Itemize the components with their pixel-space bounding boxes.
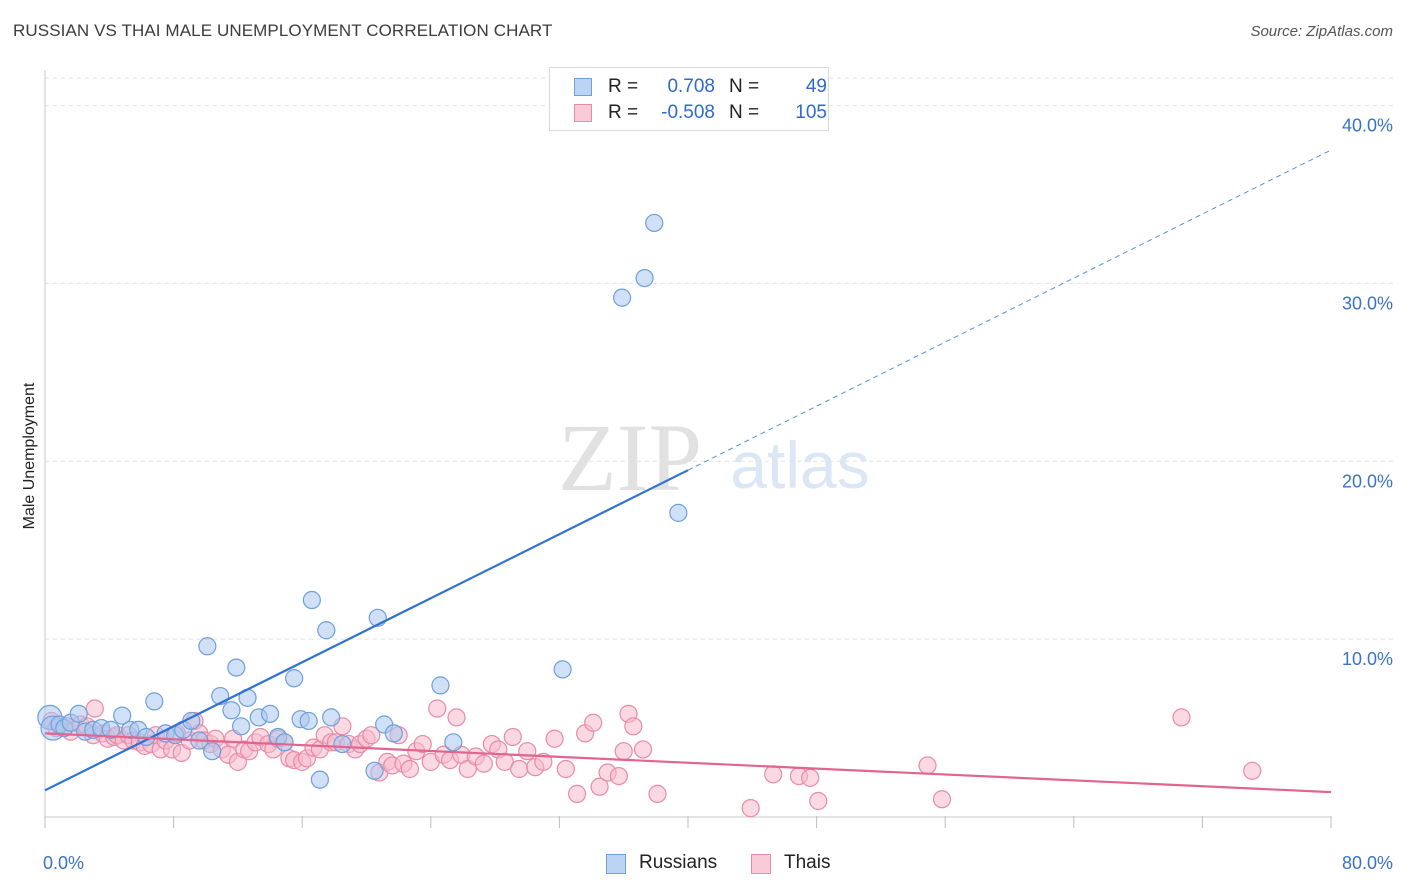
thais-point <box>85 699 104 718</box>
russians-point <box>384 724 403 743</box>
watermark: ZIP atlas <box>558 404 870 511</box>
y-tick-label: 10.0% <box>1342 649 1393 669</box>
russians-point <box>275 733 294 752</box>
russians-r-label: R = <box>608 76 639 97</box>
russians-r-value: 0.708 <box>667 76 715 97</box>
y-tick-label: 40.0% <box>1342 116 1393 136</box>
thais-point <box>474 754 493 773</box>
thais-swatch <box>574 104 592 122</box>
y-tick-label: 30.0% <box>1342 293 1393 313</box>
thais-point <box>428 699 447 718</box>
russians-point <box>317 621 336 640</box>
thais-point <box>918 756 937 775</box>
russians-legend-swatch <box>606 854 626 874</box>
russians-point <box>431 676 450 695</box>
thais-point <box>590 777 609 796</box>
thais-point <box>614 742 633 761</box>
russians-point <box>645 213 664 233</box>
source-label: Source: ZipAtlas.com <box>1250 23 1393 40</box>
russians-n-value: 49 <box>805 76 827 97</box>
russians-point <box>227 658 246 677</box>
grid-lines <box>45 77 1395 640</box>
russians-point <box>333 734 352 754</box>
thais-point <box>362 726 381 745</box>
thais-legend-swatch <box>751 854 771 874</box>
thais-point <box>624 717 643 736</box>
thais-point <box>400 759 420 779</box>
trend-lines <box>44 149 1332 794</box>
chart-title: RUSSIAN VS THAI MALE UNEMPLOYMENT CORREL… <box>13 21 553 40</box>
russians-point <box>198 637 217 656</box>
russians-point <box>302 590 321 610</box>
thais-point <box>556 759 575 779</box>
thais-series <box>42 699 1262 818</box>
thais-point <box>518 742 537 761</box>
thais-point <box>609 766 628 786</box>
thais-legend-label: Thais <box>784 852 831 873</box>
russians-point <box>203 742 222 761</box>
russians-point <box>145 692 164 711</box>
thais-point <box>1243 761 1262 780</box>
thais-r-value: -0.508 <box>661 102 715 123</box>
tick-labels: 10.0% 20.0% 30.0% 40.0% 0.0% 80.0% <box>43 116 1393 873</box>
thais-n-label: N = <box>729 102 760 123</box>
thais-point <box>534 752 553 771</box>
thais-r-label: R = <box>608 102 639 123</box>
russians-point <box>669 503 688 522</box>
thais-point <box>801 768 820 787</box>
correlation-legend: R = 0.708 N = 49 R = -0.508 N = 105 <box>549 67 829 131</box>
y-tick-label: 20.0% <box>1342 471 1393 491</box>
russians-series <box>37 213 688 789</box>
x-tick-label: 80.0% <box>1342 853 1393 873</box>
russians-point <box>612 288 632 307</box>
x-tick-label: 0.0% <box>43 853 84 873</box>
thais-point <box>741 799 760 818</box>
thais-trend-line <box>44 732 1332 794</box>
russians-swatch <box>574 78 592 96</box>
thais-point <box>503 727 522 747</box>
russians-point <box>365 761 384 780</box>
russians-point <box>260 704 280 723</box>
thais-point <box>764 765 783 784</box>
russians-point <box>69 704 88 723</box>
thais-n-value: 105 <box>795 102 827 123</box>
thais-point <box>584 713 603 732</box>
thais-point <box>633 740 653 759</box>
russians-point <box>444 733 463 752</box>
thais-point <box>413 734 432 754</box>
thais-point <box>648 784 667 803</box>
russians-point <box>222 701 241 720</box>
russians-point <box>101 720 121 739</box>
watermark-zip: ZIP <box>558 404 702 511</box>
thais-point <box>932 790 952 809</box>
thais-point <box>447 708 466 727</box>
russians-point <box>232 717 251 736</box>
thais-point <box>545 729 564 748</box>
thais-point <box>1172 708 1191 727</box>
russians-point <box>113 706 132 725</box>
russians-point <box>553 660 572 679</box>
russians-point <box>635 268 654 288</box>
thais-point <box>567 784 587 803</box>
y-axis-label: Male Unemployment <box>21 382 38 530</box>
russians-n-label: N = <box>729 76 760 97</box>
russians-point <box>310 770 329 789</box>
thais-point <box>809 791 828 811</box>
russians-legend-label: Russians <box>639 852 718 873</box>
russians-trend-line <box>44 469 689 792</box>
russians-point <box>299 711 318 731</box>
russians-point <box>285 669 304 688</box>
watermark-atlas: atlas <box>730 428 869 502</box>
axes <box>44 70 1332 828</box>
russians-trend-extension <box>687 149 1332 471</box>
thais-point <box>510 759 529 779</box>
russians-point <box>322 708 341 727</box>
